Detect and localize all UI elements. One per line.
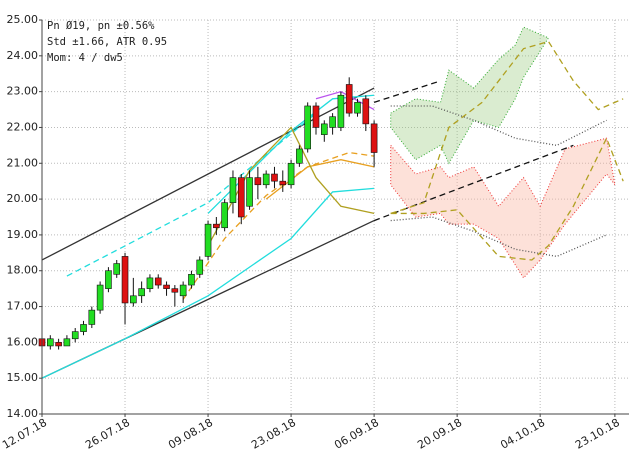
x-tick-label: 12.07.18 [0, 416, 49, 452]
line [373, 144, 574, 222]
forecast-area [390, 137, 616, 279]
candle-body [345, 84, 353, 114]
candle-body [337, 94, 345, 128]
forecast-area [390, 26, 550, 165]
annotation: Pn Ø19, pn ±0.56% [47, 20, 155, 32]
candle-body [171, 288, 179, 293]
candle-body [55, 342, 62, 347]
candle-body [229, 177, 237, 203]
y-tick-label: 25.00 [7, 13, 39, 26]
candle-body [213, 223, 220, 229]
candle-body [121, 256, 129, 304]
candle-body [237, 177, 245, 218]
y-tick-label: 19.00 [7, 228, 39, 241]
candle-body [362, 98, 370, 125]
line [390, 136, 624, 261]
annotation: Mom: 4 / dw5 [47, 52, 123, 64]
x-tick-label: 26.07.18 [83, 416, 132, 452]
y-tick-label: 14.00 [7, 407, 39, 420]
x-tick-label: 04.10.18 [498, 416, 547, 452]
line [265, 159, 375, 200]
x-tick-label: 20.09.18 [415, 416, 464, 452]
annotation: Std ±1.66, ATR 0.95 [47, 36, 167, 48]
candle-body [188, 274, 195, 286]
line [390, 216, 607, 258]
candle-body [271, 173, 278, 182]
candle-body [146, 277, 154, 289]
candle-body [296, 148, 303, 164]
line [390, 40, 624, 215]
candle-body [113, 263, 121, 275]
x-tick-label: 23.08.18 [249, 416, 298, 452]
candle-body [96, 284, 104, 311]
candle-body [221, 202, 228, 229]
line [373, 80, 441, 104]
candle-body [254, 177, 262, 186]
y-tick-label: 18.00 [7, 264, 39, 277]
candle-body [80, 324, 87, 332]
candle-body [130, 295, 137, 304]
candle-body [320, 123, 328, 135]
candle-body [287, 162, 295, 186]
candle-body [138, 288, 145, 297]
candle-body [312, 105, 320, 128]
candle-body [179, 284, 187, 297]
candle-body [370, 123, 378, 153]
y-tick-label: 20.00 [7, 192, 39, 205]
x-tick-label: 06.09.18 [332, 416, 381, 452]
line [66, 112, 317, 277]
candle-body [105, 270, 112, 289]
x-tick-label: 23.10.18 [573, 416, 622, 452]
candle-body [354, 102, 361, 114]
candle-body [204, 223, 212, 257]
candle-body [196, 259, 204, 275]
candle-body [279, 180, 287, 186]
x-tick-label: 09.08.18 [166, 416, 215, 452]
candle-body [154, 277, 162, 286]
plot-area [42, 20, 629, 414]
candle-body [304, 105, 311, 150]
y-tick-label: 17.00 [7, 300, 39, 313]
candle-body [63, 338, 71, 347]
candle-body [246, 177, 253, 207]
candle-body [329, 116, 336, 128]
candle-body [88, 309, 96, 325]
candle-body [163, 284, 170, 289]
y-tick-label: 21.00 [7, 156, 39, 169]
line [41, 187, 375, 379]
line [390, 105, 607, 147]
line [182, 151, 375, 300]
y-tick-label: 22.00 [7, 120, 39, 133]
candle-body [71, 331, 79, 340]
candle-body [262, 173, 270, 186]
candle-body [47, 338, 54, 347]
y-tick-label: 16.00 [7, 335, 39, 348]
y-tick-label: 15.00 [7, 371, 39, 384]
y-tick-label: 24.00 [7, 49, 39, 62]
y-tick-label: 23.00 [7, 85, 39, 98]
